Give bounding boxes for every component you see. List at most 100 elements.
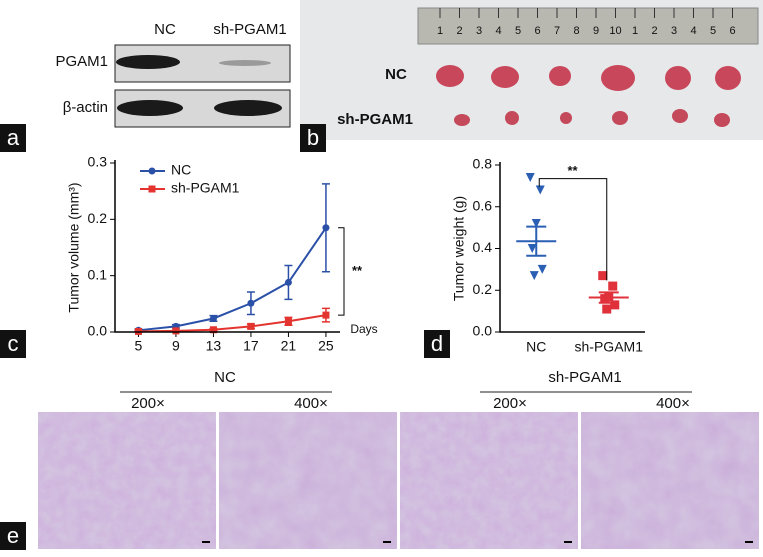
panel-letter: a — [7, 125, 20, 150]
magnification: 200× — [131, 395, 165, 412]
x-tick-label: 13 — [206, 338, 222, 354]
axes — [499, 162, 645, 333]
ruler-number: 9 — [593, 25, 599, 37]
ruler-number: 3 — [476, 25, 482, 37]
ruler-number: 5 — [710, 25, 716, 37]
y-tick-label: 0.0 — [88, 323, 108, 339]
point — [610, 300, 620, 310]
panel-letter: b — [307, 125, 319, 150]
ruler-number: 8 — [573, 25, 579, 37]
x-axis-label: Days — [350, 322, 377, 336]
y-tick-label: 0.3 — [88, 154, 108, 170]
panel-letter-box — [424, 330, 450, 358]
ruler-number: 6 — [534, 25, 540, 37]
point — [537, 264, 547, 274]
series-line — [138, 227, 327, 332]
legend-label: NC — [171, 162, 191, 178]
x-tick-label: 9 — [172, 338, 180, 354]
x-tick-label: NC — [526, 339, 546, 355]
blot-band — [214, 100, 282, 116]
point — [602, 304, 612, 314]
panel-letter: d — [431, 331, 443, 356]
magnification: 400× — [294, 395, 328, 412]
magnification: 400× — [656, 395, 690, 412]
group-label: sh-PGAM1 — [548, 369, 621, 386]
point — [148, 167, 156, 175]
point — [172, 327, 180, 335]
blot-column: sh-PGAM1 — [213, 21, 286, 38]
photo-row: sh-PGAM1 — [337, 111, 413, 128]
annotation: ** — [352, 263, 363, 278]
significance-bracket — [338, 227, 345, 316]
point — [600, 294, 610, 304]
micrograph-texture — [219, 412, 397, 549]
tumor — [505, 111, 519, 125]
panel-letter: c — [8, 331, 19, 356]
y-tick-label: 0.1 — [88, 266, 108, 282]
micrograph-texture — [400, 412, 578, 549]
tumor — [454, 114, 470, 126]
y-tick-label: 0.0 — [473, 323, 493, 339]
x-tick-label: 21 — [281, 338, 297, 354]
ruler-number: 2 — [651, 25, 657, 37]
micrograph-texture — [38, 412, 216, 549]
photo-row: NC — [385, 66, 407, 83]
point — [525, 173, 535, 183]
ruler-number: 5 — [515, 25, 521, 37]
x-tick-label: sh-PGAM1 — [575, 339, 644, 355]
y-tick-label: 0.4 — [473, 239, 493, 255]
annotation: ** — [567, 163, 578, 178]
y-axis-label: Tumor weight (g) — [451, 196, 467, 301]
panel-letter: e — [7, 523, 19, 548]
panel-letter-box — [0, 522, 26, 550]
tumor — [714, 113, 730, 127]
point — [284, 278, 292, 286]
tumor — [491, 66, 519, 88]
ruler-number: 3 — [671, 25, 677, 37]
point — [608, 281, 618, 291]
point — [209, 314, 217, 322]
blot-band — [219, 60, 271, 66]
y-tick-label: 0.8 — [473, 156, 493, 172]
tumor — [715, 66, 741, 90]
x-tick-label: 17 — [243, 338, 259, 354]
tumor — [672, 109, 688, 123]
ruler-number: 1 — [437, 25, 443, 37]
tumor — [665, 66, 691, 90]
tumor — [549, 66, 571, 86]
y-tick-label: 0.2 — [473, 281, 493, 297]
blot-column: NC — [154, 21, 176, 38]
ruler-number: 4 — [690, 25, 696, 37]
point — [322, 311, 330, 319]
tumor — [612, 111, 628, 125]
point — [529, 271, 539, 281]
series-line — [138, 314, 327, 333]
tumor — [436, 65, 464, 87]
sem-bar — [598, 291, 619, 304]
ruler-number: 7 — [554, 25, 560, 37]
point — [527, 244, 537, 253]
point — [148, 185, 156, 193]
point — [531, 218, 541, 228]
significance-bracket — [538, 178, 608, 281]
x-tick-label: 5 — [135, 338, 143, 354]
panel-letter-box — [300, 124, 326, 152]
blot-row: PGAM1 — [55, 53, 108, 70]
ruler-number: 4 — [495, 25, 501, 37]
y-tick-label: 0.2 — [88, 210, 108, 226]
panel-letter-box — [0, 330, 26, 358]
y-tick-label: 0.6 — [473, 197, 493, 213]
blot-row: β-actin — [63, 99, 108, 116]
ruler-number: 1 — [632, 25, 638, 37]
x-tick-label: 25 — [318, 338, 334, 354]
ruler-number: 2 — [456, 25, 462, 37]
micrograph-texture — [581, 412, 759, 549]
blot-band — [116, 55, 180, 69]
y-axis-label: Tumor volume (mm³) — [66, 182, 82, 312]
point — [322, 224, 330, 232]
point — [535, 185, 545, 195]
point — [284, 317, 292, 325]
ruler — [417, 7, 759, 45]
